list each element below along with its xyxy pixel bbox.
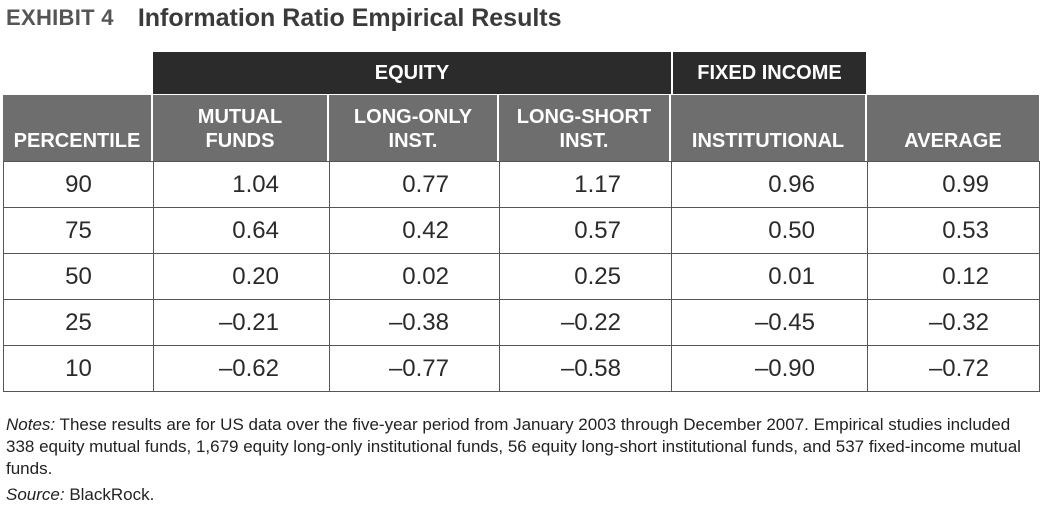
table-row: 10 –0.62 –0.77 –0.58 –0.90 –0.72 <box>3 345 1040 392</box>
percentile-cell: 75 <box>3 207 154 254</box>
source-label: Source: <box>6 485 65 504</box>
long-short-inst-cell: 1.17 <box>499 161 672 208</box>
source-text: BlackRock. <box>64 485 155 504</box>
exhibit-title: Information Ratio Empirical Results <box>137 3 562 32</box>
percentile-cell: 10 <box>3 345 154 392</box>
mutual-funds-cell: –0.21 <box>153 299 330 346</box>
average-cell: –0.72 <box>867 345 1040 392</box>
notes-label: Notes: <box>6 415 56 434</box>
column-header-long-only-inst: LONG-ONLY INST. <box>329 95 499 161</box>
table-row: 90 1.04 0.77 1.17 0.96 0.99 <box>3 161 1040 208</box>
mutual-funds-cell: 0.64 <box>153 207 330 254</box>
table-source: Source: BlackRock. <box>6 484 154 506</box>
exhibit-heading: EXHIBIT 4 Information Ratio Empirical Re… <box>6 0 562 36</box>
mutual-funds-cell: 0.20 <box>153 253 330 300</box>
average-cell: 0.53 <box>867 207 1040 254</box>
column-header-mutual-funds: MUTUAL FUNDS <box>153 95 329 161</box>
column-header-institutional: INSTITUTIONAL <box>671 95 867 161</box>
percentile-cell: 50 <box>3 253 154 300</box>
mutual-funds-cell: –0.62 <box>153 345 330 392</box>
exhibit-label: EXHIBIT 4 <box>6 5 114 30</box>
column-header-long-short-inst: LONG-SHORT INST. <box>499 95 671 161</box>
table-row: 50 0.20 0.02 0.25 0.01 0.12 <box>3 253 1040 300</box>
long-only-inst-cell: 0.42 <box>329 207 500 254</box>
mutual-funds-cell: 1.04 <box>153 161 330 208</box>
long-only-inst-cell: –0.38 <box>329 299 500 346</box>
institutional-cell: 0.50 <box>671 207 868 254</box>
column-header-percentile: PERCENTILE <box>3 95 153 161</box>
long-short-inst-cell: 0.57 <box>499 207 672 254</box>
long-short-inst-cell: –0.22 <box>499 299 672 346</box>
long-only-inst-cell: –0.77 <box>329 345 500 392</box>
institutional-cell: 0.96 <box>671 161 868 208</box>
table-row: 25 –0.21 –0.38 –0.22 –0.45 –0.32 <box>3 299 1040 346</box>
average-cell: –0.32 <box>867 299 1040 346</box>
table-row: 75 0.64 0.42 0.57 0.50 0.53 <box>3 207 1040 254</box>
column-header-average: AVERAGE <box>904 130 1002 152</box>
long-short-inst-cell: 0.25 <box>499 253 672 300</box>
long-only-inst-cell: 0.77 <box>329 161 500 208</box>
notes-text: These results are for US data over the f… <box>6 415 1021 478</box>
group-header-fixed-income: FIXED INCOME <box>673 52 866 94</box>
average-cell: 0.12 <box>867 253 1040 300</box>
table-notes: Notes: These results are for US data ove… <box>6 414 1036 480</box>
column-header-row: PERCENTILE MUTUAL FUNDS LONG-ONLY INST. … <box>3 95 1039 161</box>
institutional-cell: 0.01 <box>671 253 868 300</box>
percentile-cell: 90 <box>3 161 154 208</box>
group-header-equity: EQUITY <box>153 52 671 94</box>
group-header-row: EQUITY FIXED INCOME <box>0 52 1042 94</box>
institutional-cell: –0.90 <box>671 345 868 392</box>
long-only-inst-cell: 0.02 <box>329 253 500 300</box>
long-short-inst-cell: –0.58 <box>499 345 672 392</box>
average-cell: 0.99 <box>867 161 1040 208</box>
percentile-cell: 25 <box>3 299 154 346</box>
results-table: 90 1.04 0.77 1.17 0.96 0.99 75 0.64 0.42… <box>3 161 1040 392</box>
institutional-cell: –0.45 <box>671 299 868 346</box>
